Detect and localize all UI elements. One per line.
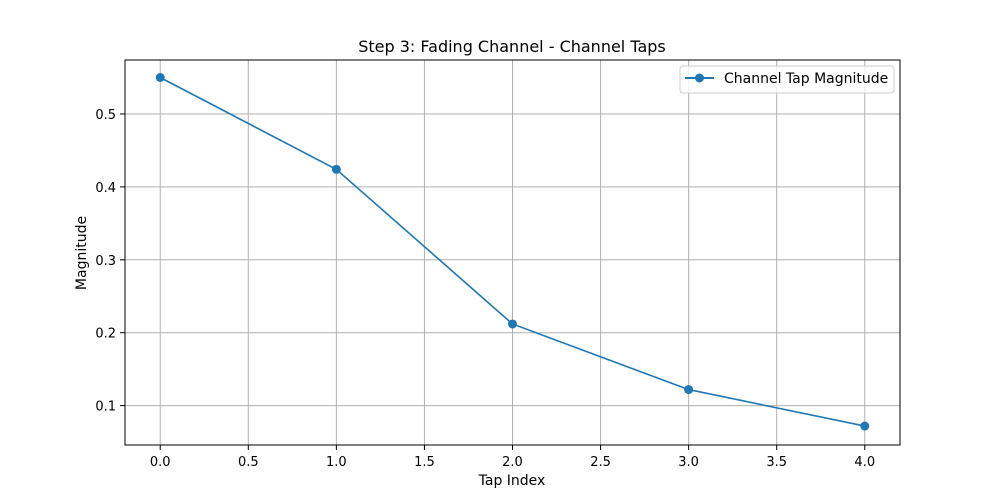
x-tick-label: 0.5	[238, 455, 259, 470]
data-point-marker	[860, 421, 870, 431]
data-point-marker	[155, 73, 165, 82]
series-layer	[155, 73, 870, 431]
y-tick-label: 0.4	[95, 181, 116, 196]
x-tick-label: 3.5	[766, 455, 787, 470]
legend-marker-sample	[695, 73, 704, 83]
x-tick-label: 2.0	[502, 455, 523, 470]
x-tick-label: 0.0	[150, 455, 171, 470]
x-tick-label: 3.0	[678, 455, 699, 470]
legend-label: Channel Tap Magnitude	[724, 71, 888, 87]
data-point-marker	[684, 385, 694, 395]
x-tick-label: 1.5	[414, 455, 435, 470]
x-tick-label: 1.0	[326, 455, 347, 470]
x-axis-title: Tap Index	[478, 473, 546, 489]
y-axis-title: Magnitude	[74, 216, 90, 290]
y-tick-label: 0.2	[95, 327, 116, 342]
legend: Channel Tap Magnitude	[679, 65, 895, 94]
y-tick-label: 0.5	[95, 108, 116, 123]
y-tick-label: 0.1	[95, 400, 116, 415]
grid	[125, 60, 900, 445]
data-point-marker	[331, 164, 341, 174]
axis-ticks: 0.0 0.5 1.0 1.5 2.0 2.5 3.0 3.5 4.0 0.1 0.2 0.3 0.4 0…	[95, 108, 875, 470]
legend-box	[679, 65, 895, 94]
chart-title: Step 3: Fading Channel - Channel Taps	[358, 37, 666, 56]
x-tick-label: 2.5	[590, 455, 611, 470]
x-tick-label: 4.0	[854, 455, 875, 470]
y-tick-label: 0.3	[95, 254, 116, 269]
data-point-marker	[508, 319, 517, 329]
